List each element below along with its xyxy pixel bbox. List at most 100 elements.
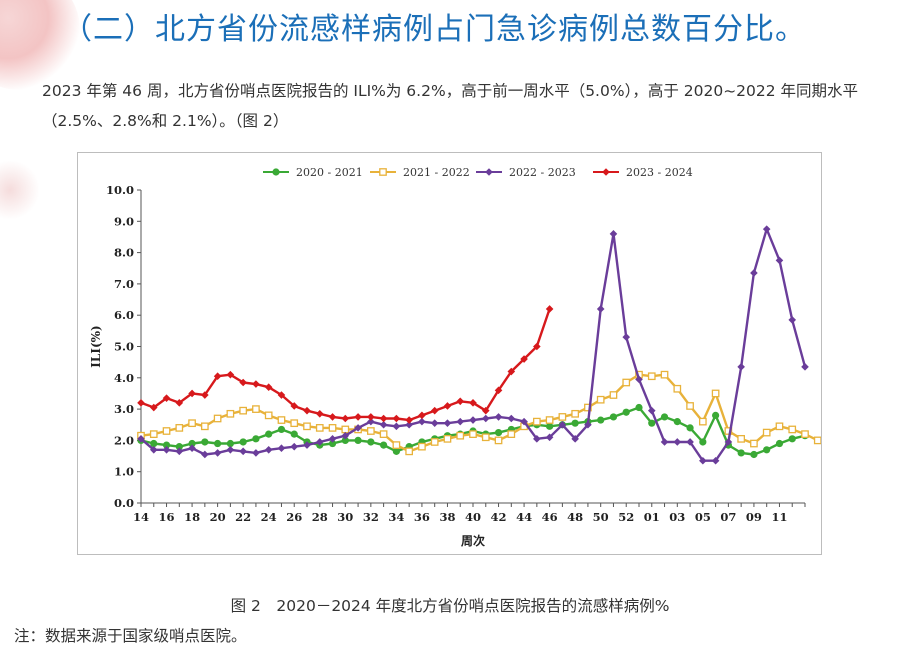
series-3-point [315,438,324,446]
series-4-point [392,414,401,423]
x-tick-label: 52 [618,510,634,524]
series-4-point [469,399,477,407]
series-1-point [341,436,349,444]
series-2-point [430,438,439,446]
series-2-point [443,434,452,443]
x-tick-label: 42 [491,510,507,524]
series-2-point [686,402,694,410]
series-2-point [366,427,375,435]
series-3-point [507,414,516,423]
series-2-point [456,431,465,440]
series-3-point [660,438,669,446]
x-tick-label: 36 [414,510,430,524]
series-1-point [354,436,362,444]
series-1-point [686,424,694,432]
series-4-point [367,413,375,421]
series-3-point [737,363,745,371]
series-1-point [367,438,375,446]
series-1-point [162,441,171,449]
series-4-point [162,394,171,402]
series-1-point [380,441,388,449]
series-3-point [571,435,579,443]
y-tick-label: 1.0 [114,465,134,479]
series-2-point [532,417,541,426]
series-1-point [277,425,286,434]
series-4-line [140,308,551,422]
series-1-point [750,450,758,459]
series-2-point [494,436,503,445]
series-2-point [175,424,184,432]
series-2-point [405,447,414,456]
series-2-point [418,442,426,451]
series-4-point [213,372,222,381]
x-tick-label: 11 [771,510,787,524]
series-3-point [456,417,465,426]
series-3-point [635,375,643,384]
series-3-point [392,422,401,431]
series-2-point [711,389,720,398]
series-2-point [647,372,656,381]
series-2-point [596,395,605,404]
series-2-point [762,428,771,437]
series-1-point [226,439,234,448]
series-2-point [724,427,733,435]
series-3-point [328,435,337,443]
series-2-point [226,409,235,418]
series-1-point [546,422,554,430]
y-tick-label: 5.0 [114,340,134,354]
series-1-point [150,439,158,448]
series-4-point [277,391,286,399]
series-2-point [788,425,797,434]
series-2-point [737,434,746,443]
y-tick-label: 6.0 [114,308,134,322]
series-2-point [379,430,388,438]
series-1-point [609,413,618,421]
series-3-point [290,442,299,451]
x-tick-label: 26 [286,510,302,524]
series-2-point [750,439,758,448]
series-2-point [200,422,209,431]
series-3-point [775,256,784,265]
series-3-point [226,445,235,454]
series-3-point [762,225,771,233]
series-2-point [469,430,477,438]
x-tick-label: 22 [235,510,251,524]
series-1-point [648,419,656,427]
series-2-point [239,406,248,415]
series-4-point [239,378,247,387]
x-tick-label: 14 [133,510,149,524]
series-1-point [660,413,669,421]
series-1-point [673,418,681,426]
series-3-point [558,420,567,429]
series-2-point [660,370,669,379]
x-tick-label: 03 [669,510,685,524]
series-2-point [584,403,592,412]
series-1-point [712,411,720,419]
series-3-point [149,445,158,454]
series-3-line [140,227,807,462]
series-3-point [405,420,413,429]
series-2-point [481,433,490,442]
series-3-point [481,414,490,423]
series-3-point [367,417,375,426]
series-3-point [533,435,541,443]
series-4-point [188,389,196,398]
series-1-point [494,428,503,437]
series-2-point [775,422,784,431]
series-2-point [698,417,707,426]
series-3-point [584,420,592,429]
series-1-point [188,439,196,448]
series-3-point [801,363,809,371]
series-4-point [507,367,516,376]
y-tick-label: 9.0 [114,214,134,228]
series-3-point [277,444,286,453]
series-4-point [303,406,311,415]
series-1-point [737,449,745,457]
series-1-point [699,438,707,446]
series-3-point [469,416,477,424]
series-2-point [609,391,618,399]
x-tick-label: 07 [720,510,736,524]
series-3-point [443,419,452,427]
series-1-point [239,438,247,446]
series-2-point [328,424,337,432]
